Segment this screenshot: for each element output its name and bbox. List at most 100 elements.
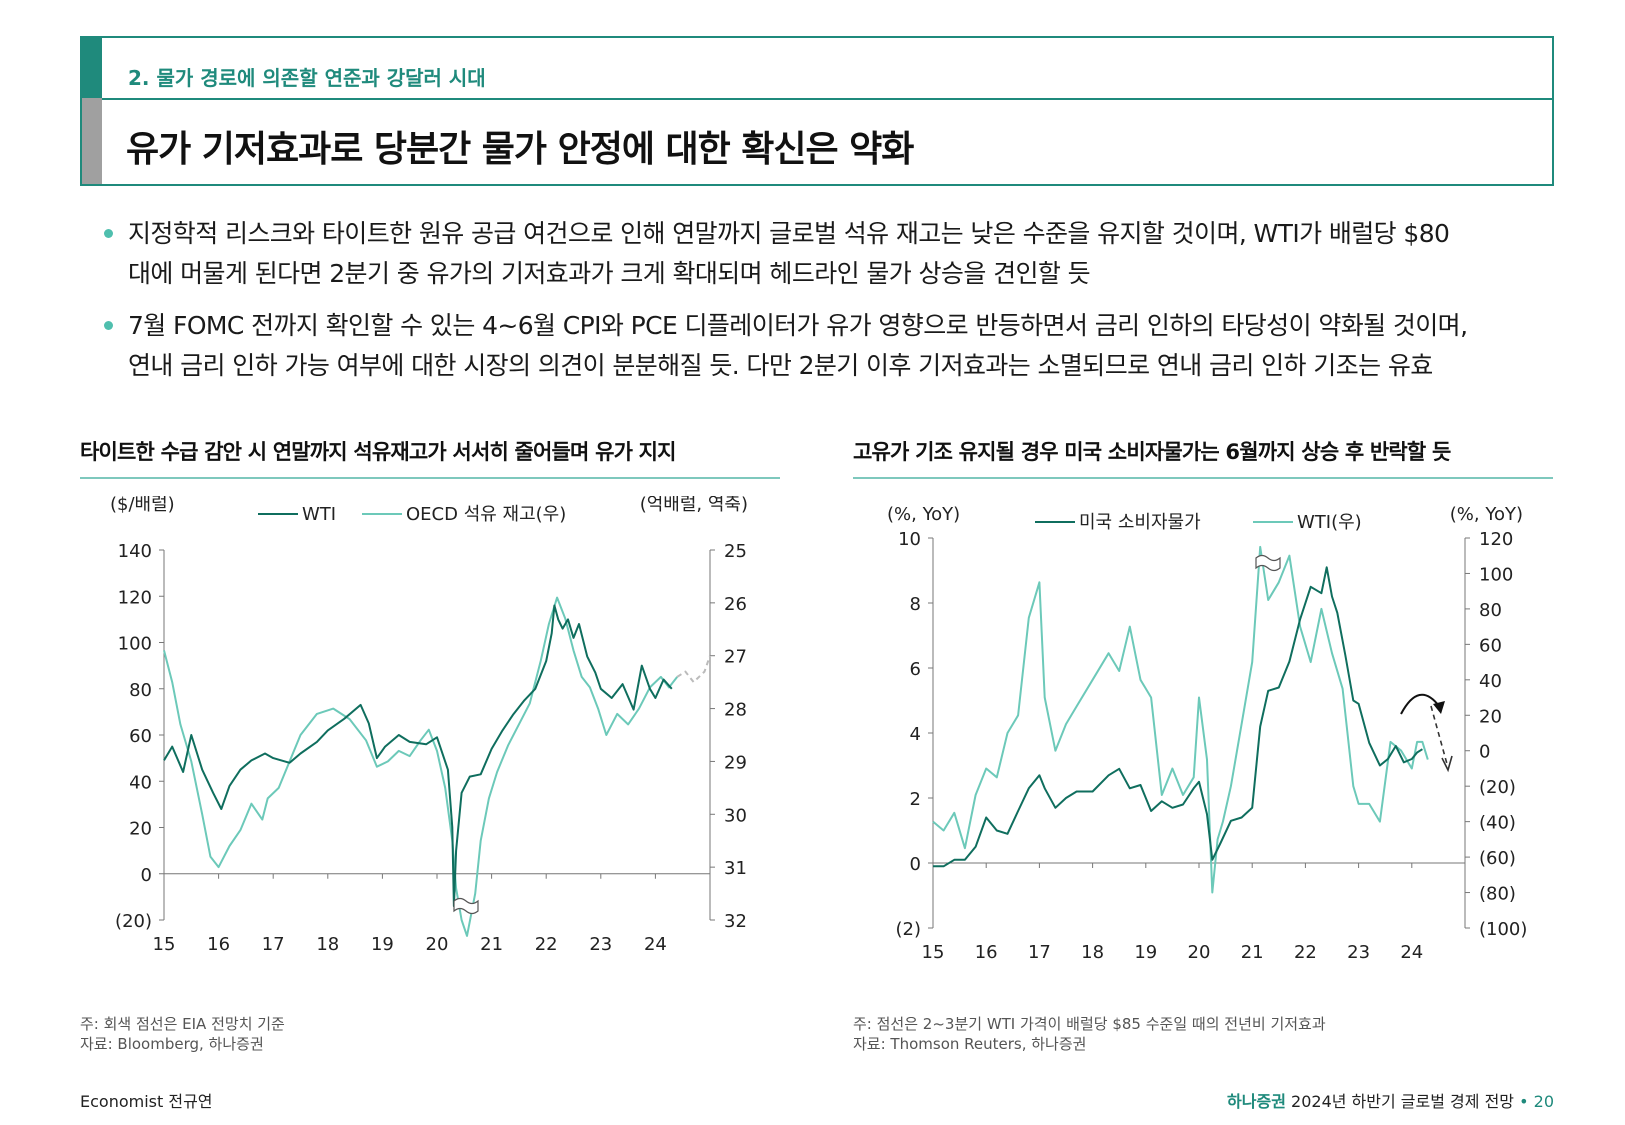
x-tick-label: 15	[922, 942, 945, 963]
y-left-tick-label: 60	[129, 726, 152, 747]
x-tick-label: 15	[153, 934, 176, 955]
y-right-tick-label: 32	[724, 911, 747, 932]
x-tick-label: 18	[316, 934, 339, 955]
y-left-tick-label: 8	[910, 594, 921, 615]
y-right-tick-label: 0	[1479, 742, 1490, 763]
chart-1-source: 자료: Bloomberg, 하나증권	[80, 1035, 264, 1053]
axis-break-icon	[1255, 554, 1281, 572]
y-right-tick-label: 20	[1479, 706, 1502, 727]
section-label: 2. 물가 경로에 의존할 연준과 강달러 시대	[128, 66, 486, 90]
chart-2-note: 주: 점선은 2~3분기 WTI 가격이 배럴당 $85 수준일 때의 전년비 …	[853, 1014, 1326, 1054]
peak-arrow-curve	[1400, 693, 1440, 715]
x-tick-label: 21	[1241, 942, 1264, 963]
bullet-1-line-1: 지정학적 리스크와 타이트한 원유 공급 여건으로 인해 연말까지 글로벌 석유…	[128, 219, 1450, 248]
x-tick-label: 21	[480, 934, 503, 955]
page-title: 유가 기저효과로 당분간 물가 안정에 대한 확신은 약화	[126, 129, 914, 170]
x-tick-label: 24	[1400, 942, 1423, 963]
y-right-tick-label: 29	[724, 752, 747, 773]
header-box: 2. 물가 경로에 의존할 연준과 강달러 시대 유가 기저효과로 당분간 물가…	[80, 36, 1554, 186]
footer-report: 하나증권 2024년 하반기 글로벌 경제 전망 • 20	[1227, 1088, 1554, 1112]
y-right-tick-label: 120	[1479, 529, 1513, 550]
chart-1-title-rule	[80, 477, 780, 479]
y-right-tick-label: 60	[1479, 635, 1502, 656]
x-tick-label: 16	[207, 934, 230, 955]
y-left-tick-label: 10	[898, 529, 921, 550]
y-left-tick-label: (20)	[115, 911, 152, 932]
right-series-line	[163, 596, 678, 937]
chart-2-title-rule	[853, 477, 1553, 479]
x-tick-label: 24	[644, 934, 667, 955]
x-tick-label: 19	[371, 934, 394, 955]
chart-1-note-text: 주: 회색 점선은 EIA 전망치 기준	[80, 1015, 285, 1033]
y-right-tick-label: 80	[1479, 600, 1502, 621]
bullet-dot-icon	[104, 321, 113, 330]
y-left-tick-label: 100	[118, 634, 152, 655]
y-right-tick-label: (20)	[1479, 777, 1516, 798]
bullet-item-1: 지정학적 리스크와 타이트한 원유 공급 여건으로 인해 연말까지 글로벌 석유…	[104, 214, 1554, 294]
y-left-tick-label: 80	[129, 680, 152, 701]
x-tick-label: 19	[1134, 942, 1157, 963]
y-right-tick-label: 28	[724, 700, 747, 721]
legend-label-1: WTI	[302, 504, 336, 525]
y-right-tick-label: (100)	[1479, 919, 1527, 940]
chart-2-source: 자료: Thomson Reuters, 하나증권	[853, 1035, 1087, 1053]
x-tick-label: 23	[1347, 942, 1370, 963]
y-right-tick-label: (80)	[1479, 884, 1516, 905]
bullet-2-line-1: 7월 FOMC 전까지 확인할 수 있는 4~6월 CPI와 PCE 디플레이터…	[128, 311, 1468, 340]
y-left-tick-label: 0	[141, 865, 152, 886]
bullet-1-line-2: 대에 머물게 된다면 2분기 중 유가의 기저효과가 크게 확대되며 헤드라인 …	[128, 259, 1091, 288]
x-tick-label: 20	[1188, 942, 1211, 963]
left-series-line	[163, 604, 673, 908]
y-right-tick-label: 40	[1479, 671, 1502, 692]
footer-separator: •	[1519, 1092, 1529, 1111]
bullet-item-2: 7월 FOMC 전까지 확인할 수 있는 4~6월 CPI와 PCE 디플레이터…	[104, 306, 1554, 386]
y-right-tick-label: 30	[724, 805, 747, 826]
bullet-dot-icon	[104, 229, 113, 238]
y-right-tick-label: 25	[724, 541, 747, 562]
x-tick-label: 17	[1028, 942, 1051, 963]
y-right-tick-label: (60)	[1479, 848, 1516, 869]
y-left-tick-label: 140	[118, 541, 152, 562]
x-tick-label: 16	[975, 942, 998, 963]
header-accent-bar	[82, 38, 102, 98]
chart-1-oil-inventory: 140 120 100 80 60 40 20 0 (20) 25 26 27 28 29 30 31 32 15…	[110, 496, 748, 955]
bullet-list: 지정학적 리스크와 타이트한 원유 공급 여건으로 인해 연말까지 글로벌 석유…	[104, 214, 1554, 398]
y-right-tick-label: 27	[724, 647, 747, 668]
dashed-arrowhead-icon	[1441, 755, 1453, 773]
x-tick-label: 17	[262, 934, 285, 955]
y-left-tick-label: 20	[129, 819, 152, 840]
left-axis-unit: (%, YoY)	[887, 504, 960, 525]
y-left-tick-label: 2	[910, 789, 921, 810]
x-tick-label: 22	[535, 934, 558, 955]
peak-arrowhead-icon	[1433, 701, 1445, 714]
chart-1-title: 타이트한 수급 감안 시 연말까지 석유재고가 서서히 줄어들며 유가 지지	[80, 440, 676, 464]
left-series-line	[933, 566, 1423, 868]
x-tick-label: 18	[1081, 942, 1104, 963]
footer-report-title: 2024년 하반기 글로벌 경제 전망	[1291, 1092, 1515, 1111]
legend-label-2: WTI(우)	[1297, 512, 1362, 533]
legend-label-2: OECD 석유 재고(우)	[406, 504, 566, 525]
footer-page-number: 20	[1533, 1092, 1554, 1111]
header-gray-bar	[82, 98, 102, 184]
y-right-tick-label: 26	[724, 594, 747, 615]
axis-break-icon	[453, 897, 479, 915]
x-tick-label: 23	[589, 934, 612, 955]
base-effect-dashed-arrow	[1430, 705, 1448, 765]
x-tick-label: 20	[426, 934, 449, 955]
y-left-tick-label: (2)	[896, 919, 922, 940]
footer-brand: 하나증권	[1227, 1092, 1286, 1111]
y-right-tick-label: 31	[724, 858, 747, 879]
bullet-2-line-2: 연내 금리 인하 가능 여부에 대한 시장의 의견이 분분해질 듯. 다만 2분…	[128, 351, 1433, 380]
y-left-tick-label: 6	[910, 659, 921, 680]
left-axis-unit: ($/배럴)	[110, 496, 175, 515]
chart-2-title: 고유가 기조 유지될 경우 미국 소비자물가는 6월까지 상승 후 반락할 듯	[853, 440, 1451, 464]
y-right-tick-label: 100	[1479, 564, 1513, 585]
chart-2-us-cpi: 1086420(2)120100806040200(20)(40)(60)(80…	[887, 504, 1527, 963]
x-tick-label: 22	[1294, 942, 1317, 963]
y-left-tick-label: 4	[910, 724, 921, 745]
right-axis-unit: (%, YoY)	[1450, 504, 1523, 525]
y-left-tick-label: 0	[910, 854, 921, 875]
forecast-series-line	[676, 655, 711, 684]
chart-2-note-text: 주: 점선은 2~3분기 WTI 가격이 배럴당 $85 수준일 때의 전년비 …	[853, 1015, 1326, 1033]
y-left-tick-label: 40	[129, 772, 152, 793]
